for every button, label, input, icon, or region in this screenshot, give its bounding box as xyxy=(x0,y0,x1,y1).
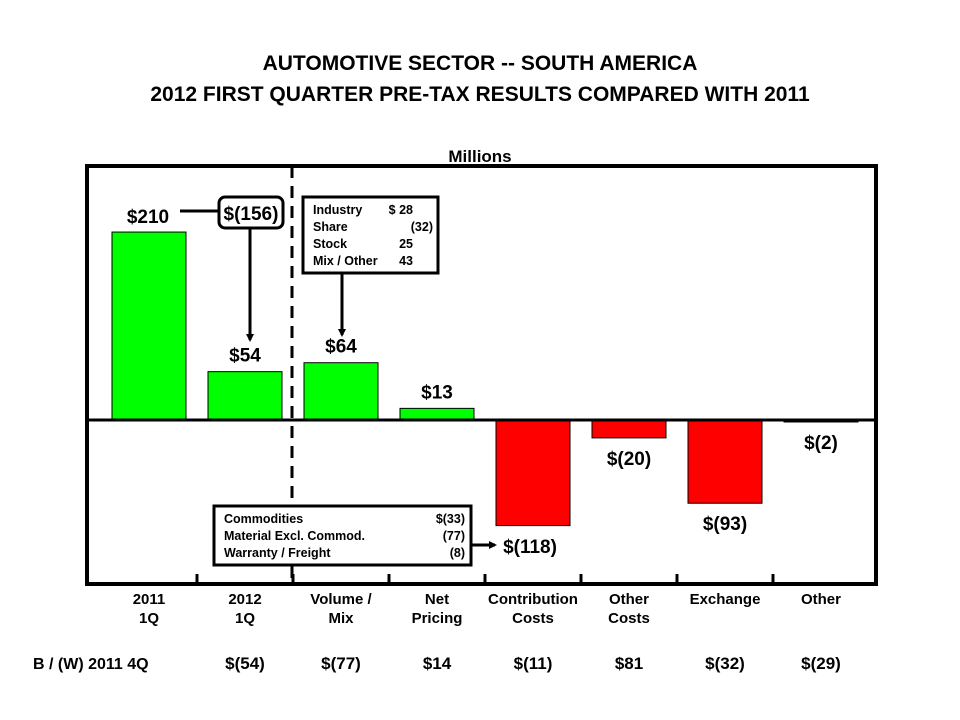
contribution-breakdown-box xyxy=(212,504,473,567)
bar-4 xyxy=(495,419,571,527)
category-label: 1Q xyxy=(139,610,159,627)
value-label: $210 xyxy=(127,207,169,228)
category-label: Other xyxy=(609,591,649,608)
contribution-breakdown-value: $(33) xyxy=(436,512,465,526)
category-label: Costs xyxy=(608,610,650,627)
category-label: Net xyxy=(425,591,449,608)
volume-breakdown-value: 25 xyxy=(399,237,413,251)
comparison-value: $81 xyxy=(615,654,643,673)
category-label: Contribution xyxy=(488,591,578,608)
value-label: $54 xyxy=(229,346,261,367)
contribution-breakdown-value: (8) xyxy=(450,546,465,560)
category-label: 1Q xyxy=(235,610,255,627)
contribution-breakdown-value: (77) xyxy=(443,529,465,543)
category-label: Mix xyxy=(328,610,354,627)
value-label: $(93) xyxy=(703,514,747,535)
value-label: $(20) xyxy=(607,449,651,470)
category-label: Volume / xyxy=(310,591,372,608)
volume-breakdown-label: Share xyxy=(313,220,348,234)
comparison-value: $(11) xyxy=(514,654,553,673)
comparison-value: $(77) xyxy=(321,654,361,673)
value-label: $64 xyxy=(325,337,357,358)
bar-3 xyxy=(399,407,475,421)
category-label: Other xyxy=(801,591,841,608)
contribution-breakdown-label: Material Excl. Commod. xyxy=(224,529,365,543)
volume-breakdown-label: Industry xyxy=(313,203,362,217)
contribution-breakdown-label: Commodities xyxy=(224,512,303,526)
volume-breakdown-value: $ 28 xyxy=(389,203,413,217)
comparison-value: $(54) xyxy=(225,654,265,673)
comparison-row-label: B / (W) 2011 4Q xyxy=(33,656,149,673)
volume-breakdown-value: 43 xyxy=(399,254,413,268)
plot-frame xyxy=(85,164,878,586)
category-label: 2011 xyxy=(133,591,166,608)
value-label: $(118) xyxy=(503,537,557,558)
volume-breakdown-box xyxy=(301,195,440,275)
bar-2 xyxy=(303,362,379,421)
volume-breakdown-label: Stock xyxy=(313,237,347,251)
value-label: $13 xyxy=(421,382,453,403)
category-label: Pricing xyxy=(412,610,463,627)
bar-5 xyxy=(591,419,667,439)
contribution-breakdown-label: Warranty / Freight xyxy=(224,546,331,560)
y-axis-label: Millions xyxy=(448,147,511,166)
category-label: Costs xyxy=(512,610,554,627)
volume-breakdown-label: Mix / Other xyxy=(313,254,378,268)
comparison-value: $(29) xyxy=(801,654,841,673)
bar-1 xyxy=(207,371,283,421)
value-label: $(2) xyxy=(804,433,838,454)
comparison-value: $(32) xyxy=(705,654,745,673)
chart-title-line-2: 2012 FIRST QUARTER PRE-TAX RESULTS COMPA… xyxy=(150,83,810,106)
chart-title-line-1: AUTOMOTIVE SECTOR -- SOUTH AMERICA xyxy=(263,52,698,75)
bar-6 xyxy=(687,419,763,504)
bar-0 xyxy=(111,231,187,421)
comparison-value: $14 xyxy=(423,654,452,673)
change-callout-label: $(156) xyxy=(224,204,279,225)
category-label: 2012 xyxy=(228,591,261,608)
volume-breakdown-value: (32) xyxy=(411,220,433,234)
category-label: Exchange xyxy=(690,591,761,608)
